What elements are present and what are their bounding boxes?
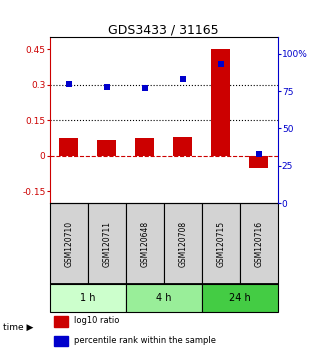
Point [142, 85, 147, 91]
Bar [202, 203, 240, 284]
Bar [59, 138, 78, 156]
Bar [97, 141, 116, 156]
Text: GSM120715: GSM120715 [216, 221, 225, 267]
Point [218, 61, 223, 67]
Bar [211, 49, 230, 156]
Bar [249, 156, 268, 168]
Bar [173, 137, 192, 156]
Bar [54, 316, 68, 326]
Text: time ▶: time ▶ [3, 323, 34, 332]
Text: GSM120710: GSM120710 [64, 221, 73, 267]
Text: GSM120711: GSM120711 [102, 221, 111, 267]
Text: log10 ratio: log10 ratio [74, 316, 119, 325]
Bar [50, 203, 88, 284]
Bar [135, 138, 154, 156]
Bar [202, 284, 278, 313]
Bar [54, 336, 68, 346]
Bar [126, 284, 202, 313]
Point [66, 81, 71, 86]
Bar [50, 284, 126, 313]
Bar [240, 203, 278, 284]
Point [256, 151, 261, 157]
Text: GSM120708: GSM120708 [178, 221, 187, 267]
Text: 1 h: 1 h [80, 293, 95, 303]
Text: 24 h: 24 h [229, 293, 251, 303]
Bar [126, 203, 164, 284]
Text: percentile rank within the sample: percentile rank within the sample [74, 336, 216, 345]
Title: GDS3433 / 31165: GDS3433 / 31165 [108, 23, 219, 36]
Text: GSM120648: GSM120648 [140, 221, 149, 267]
Point [180, 76, 185, 82]
Text: 4 h: 4 h [156, 293, 171, 303]
Bar [164, 203, 202, 284]
Point [104, 84, 109, 90]
Text: GSM120716: GSM120716 [254, 221, 263, 267]
Bar [88, 203, 126, 284]
